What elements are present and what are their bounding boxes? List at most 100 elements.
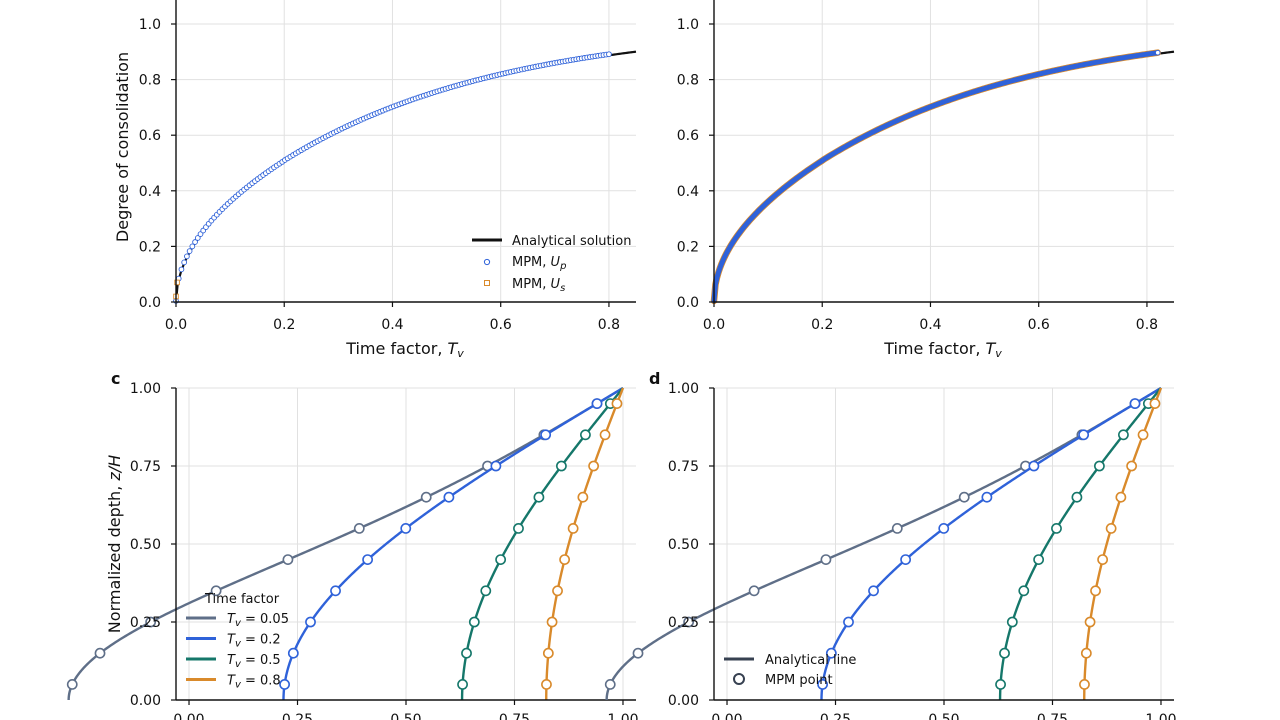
y-tick-label: 0.8 (677, 73, 699, 89)
isochrone-point (900, 554, 912, 565)
isochrone-point (611, 398, 623, 409)
mpm-us-band (710, 49, 1162, 305)
isochrone-point (495, 554, 507, 565)
isochrone-point (1006, 616, 1018, 628)
panel-a-axes (175, 0, 636, 303)
isochrone-point (400, 523, 412, 534)
x-tick-label: 0.25 (282, 712, 313, 720)
isochrone-point (1105, 523, 1117, 534)
x-tick-label: 1.00 (1145, 712, 1176, 720)
isochrone-point (1118, 429, 1129, 441)
isochrone-point (552, 585, 563, 597)
isochrone-point (1078, 429, 1090, 441)
y-tick-label: 0.0 (677, 295, 699, 311)
y-tick-label: 0.4 (677, 184, 699, 200)
panel-a-y-axis-label: Degree of consolidation (113, 52, 132, 242)
y-tick-label: 0.25 (668, 615, 699, 631)
x-tick-label: 0.50 (390, 712, 421, 720)
mpm-us-point (174, 279, 180, 286)
mpm-up-point (178, 266, 185, 273)
isochrone-point (1129, 398, 1141, 409)
panel-a-grid (175, 0, 636, 303)
x-tick-label: 0.75 (1037, 712, 1068, 720)
isochrone-point (282, 554, 294, 565)
panel-a: 0.0 0.2 0.4 0.6 0.8 0.0 0.2 0.4 0.6 0.8 1.0 Time … (113, 0, 637, 360)
isochrone-point (820, 554, 832, 565)
y-tick-label: 0.25 (130, 615, 161, 631)
y-tick-label: 0.00 (668, 693, 699, 709)
isochrone-point (868, 585, 879, 597)
panel-c-label: c (111, 369, 120, 388)
panel-d: d 0.00 0.25 0.50 0.75 1.00 0.00 0.25 0.50 0.75 1… (604, 369, 1177, 720)
y-tick-label: 0.6 (139, 128, 161, 144)
isochrone-point (210, 585, 222, 597)
isochrone-point (591, 398, 603, 409)
x-tick-label: 0.8 (598, 317, 620, 333)
legend-title: Time factor (204, 592, 280, 607)
legend-mpm-up-marker (483, 258, 491, 266)
panel-b: 0.0 0.2 0.4 0.6 0.8 0.0 0.2 0.4 0.6 0.8 1.0 Time … (677, 0, 1175, 360)
isochrone-point (999, 647, 1010, 659)
analytical-solution-line (174, 50, 637, 303)
panel-a-legend: Analytical solution MPM, Up MPM, Us (472, 234, 631, 294)
x-tick-label: 0.0 (165, 317, 187, 333)
isochrone-point (1097, 554, 1109, 565)
panel-d-x-ticks: 0.00 0.25 0.50 0.75 1.00 (711, 700, 1177, 720)
isochrone-point (825, 647, 837, 659)
panel-a-y-ticks: 0.0 0.2 0.4 0.6 0.8 1.0 (139, 17, 176, 311)
isochrone-line-0 (67, 386, 624, 701)
x-tick-label: 0.2 (811, 317, 833, 333)
legend-mpm-point-marker (733, 673, 745, 685)
panel-c-legend-items: Tv = 0.05 Tv = 0.2 Tv = 0.5 Tv = 0.8 (186, 612, 289, 691)
panel-d-label: d (649, 369, 660, 388)
isochrone-point (958, 491, 970, 503)
y-tick-label: 0.6 (677, 128, 699, 144)
mpm-end-point (1155, 49, 1161, 56)
panel-a-series (173, 50, 637, 304)
isochrone-point (1149, 398, 1161, 409)
legend-mpm-point-label: MPM point (765, 673, 833, 688)
isochrone-point (362, 554, 374, 565)
y-tick-label: 1.00 (668, 381, 699, 397)
isochrone-point (1079, 679, 1090, 690)
isochrone-point (1071, 491, 1083, 503)
x-tick-label: 0.4 (919, 317, 941, 333)
panel-c-x-ticks: 0.00 0.25 0.50 0.75 1.00 (173, 700, 639, 720)
panel-a-x-ticks: 0.0 0.2 0.4 0.6 0.8 (165, 302, 620, 333)
isochrone-point (540, 429, 552, 441)
isochrone-point (330, 585, 341, 597)
isochrone-point (305, 616, 316, 628)
isochrone-point (443, 491, 455, 503)
isochrone-point (1090, 585, 1101, 597)
isochrone-point (1080, 647, 1092, 659)
mpm-up-point (184, 253, 190, 260)
legend-mpm-us-marker (484, 280, 490, 286)
isochrone-point (541, 679, 552, 690)
mpm-up-band (711, 50, 1161, 304)
mpm-up-point (194, 235, 201, 241)
isochrone-point (1126, 460, 1138, 472)
panel-b-x-axis-label: Time factor, Tv (883, 339, 1002, 360)
y-tick-label: 0.75 (668, 459, 699, 475)
legend-mpm-up-label: MPM, Up (512, 255, 566, 272)
y-tick-label: 1.0 (677, 17, 699, 33)
y-tick-label: 0.4 (139, 184, 161, 200)
isochrone-point (588, 460, 600, 472)
isochrone-point (546, 616, 558, 628)
legend-mpm-us-label: MPM, Us (512, 277, 565, 294)
y-tick-label: 0.0 (139, 295, 161, 311)
isochrone-point (420, 491, 432, 503)
isochrone-point (938, 523, 950, 534)
isochrone-point (632, 647, 644, 659)
isochrone-point (457, 679, 468, 690)
x-tick-label: 0.4 (381, 317, 403, 333)
y-tick-label: 0.75 (130, 459, 161, 475)
legend-analytical-line-label: Analytical line (765, 653, 856, 668)
x-tick-label: 0.6 (1028, 317, 1050, 333)
legend-analytical-label: Analytical solution (512, 234, 631, 249)
x-tick-label: 0.00 (711, 712, 742, 720)
panel-c-y-ticks: 0.00 0.25 0.50 0.75 1.00 (130, 381, 176, 709)
x-tick-label: 0.50 (928, 712, 959, 720)
isochrone-point (353, 523, 365, 534)
isochrone-point (279, 679, 290, 690)
